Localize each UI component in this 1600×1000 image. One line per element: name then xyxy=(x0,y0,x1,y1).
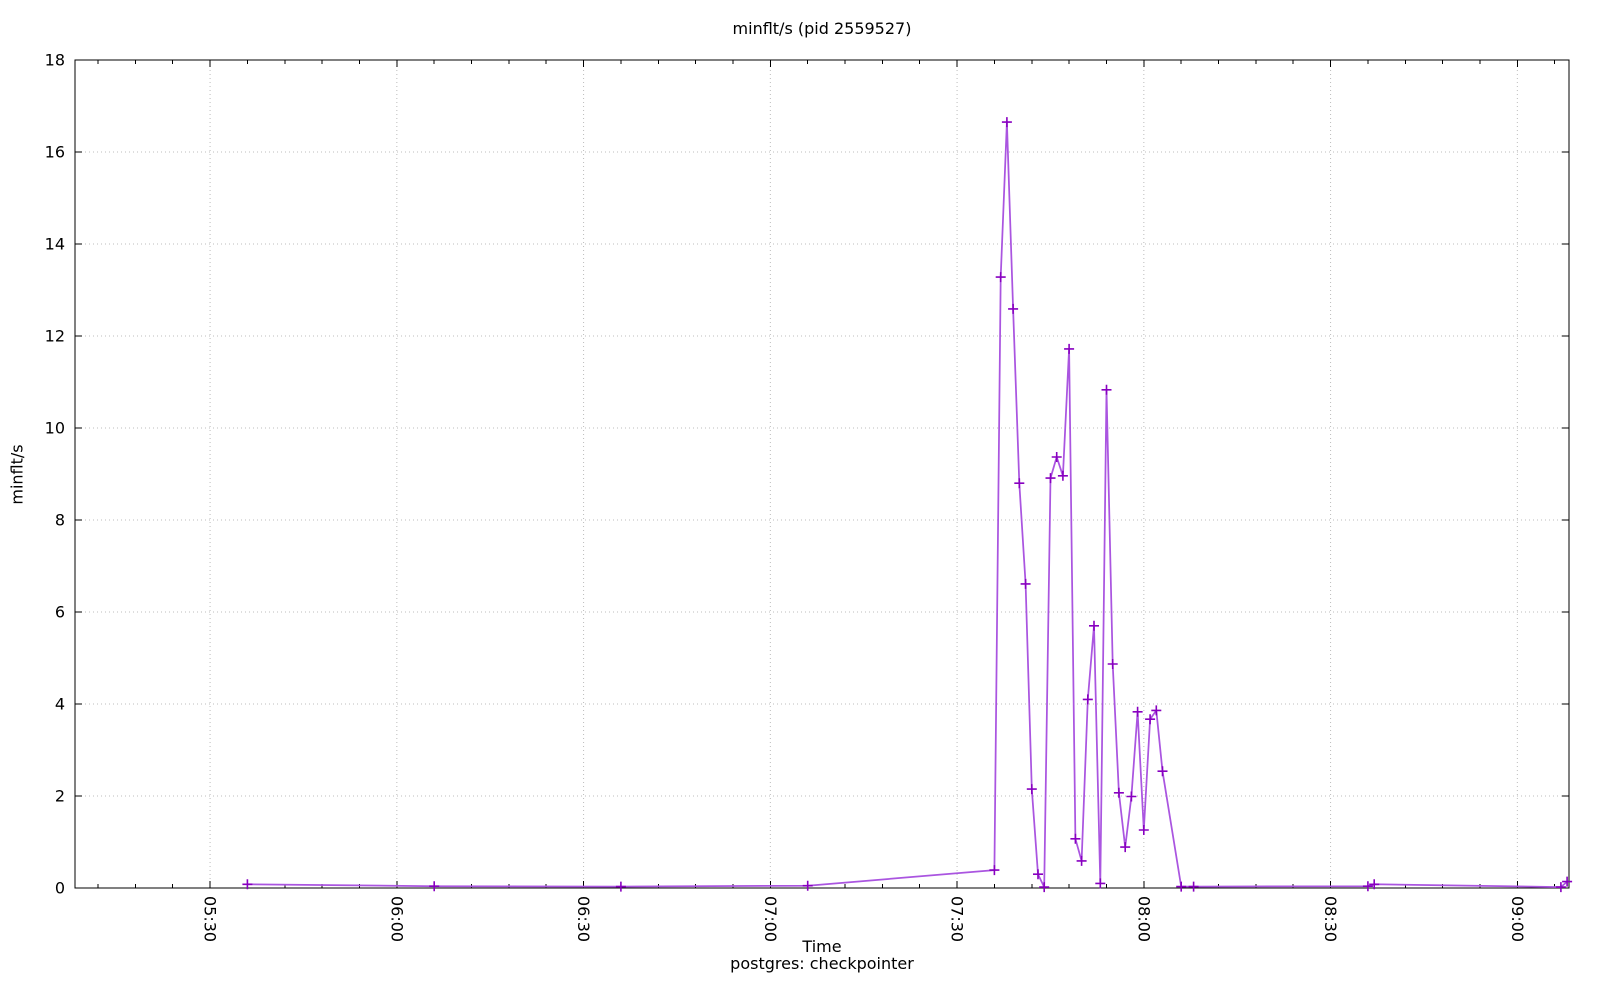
chart-title: minflt/s (pid 2559527) xyxy=(732,19,912,38)
x-axis-label: Time xyxy=(802,937,842,956)
svg-text:12: 12 xyxy=(45,327,65,346)
svg-text:09:00: 09:00 xyxy=(1508,896,1527,942)
svg-text:4: 4 xyxy=(55,695,65,714)
svg-text:2: 2 xyxy=(55,787,65,806)
svg-text:06:00: 06:00 xyxy=(387,896,406,942)
svg-text:8: 8 xyxy=(55,511,65,530)
svg-text:14: 14 xyxy=(45,235,65,254)
svg-text:16: 16 xyxy=(45,143,65,162)
svg-text:6: 6 xyxy=(55,603,65,622)
svg-text:08:00: 08:00 xyxy=(1134,896,1153,942)
svg-text:0: 0 xyxy=(55,879,65,898)
svg-text:08:30: 08:30 xyxy=(1321,896,1340,942)
svg-text:18: 18 xyxy=(45,51,65,70)
svg-text:07:00: 07:00 xyxy=(761,896,780,942)
svg-text:10: 10 xyxy=(45,419,65,438)
series-label: postgres: checkpointer xyxy=(730,954,914,973)
svg-text:06:30: 06:30 xyxy=(574,896,593,942)
svg-text:07:30: 07:30 xyxy=(948,896,967,942)
svg-text:05:30: 05:30 xyxy=(201,896,220,942)
